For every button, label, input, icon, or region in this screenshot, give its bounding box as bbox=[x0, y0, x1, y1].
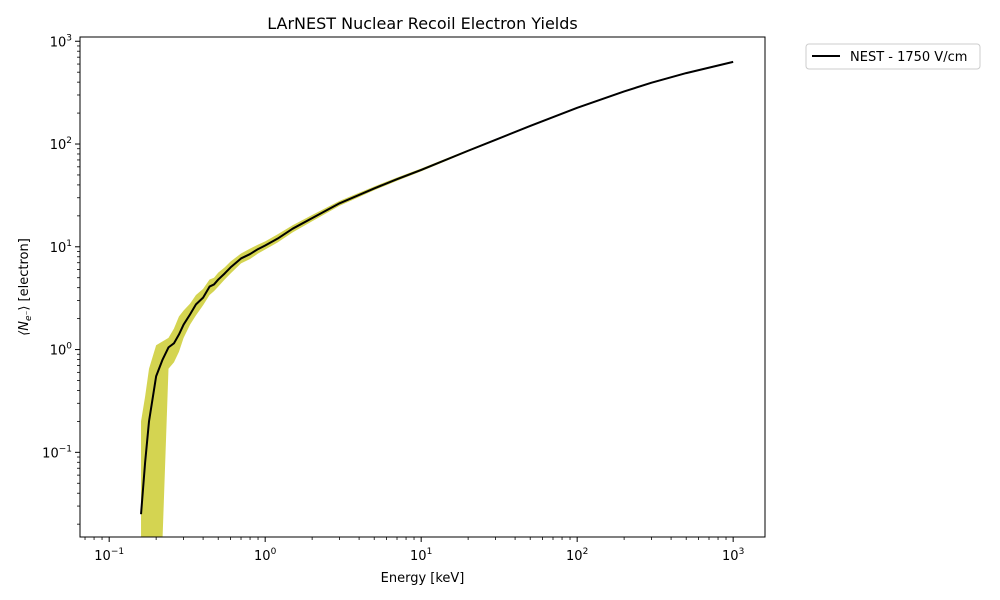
y-tick-label-base: 10 bbox=[42, 446, 59, 461]
x-axis-title: Energy [keV] bbox=[381, 571, 465, 586]
uncertainty-band bbox=[141, 61, 734, 538]
x-axis-ticks: 10−1 100 101 102 103 bbox=[84, 537, 744, 564]
x-tick-label-base: 10 bbox=[566, 549, 583, 564]
y-tick-label-base: 10 bbox=[50, 35, 67, 50]
y-tick-label-exponent: 1 bbox=[66, 239, 72, 249]
y-tick-label: 103 bbox=[50, 33, 72, 50]
x-tick-label: 102 bbox=[566, 547, 588, 564]
y-tick-label-base: 10 bbox=[50, 138, 67, 153]
y-tick-label: 10−1 bbox=[42, 444, 72, 461]
x-tick-label-exponent: 0 bbox=[271, 547, 277, 557]
y-tick-label-exponent: 0 bbox=[66, 342, 72, 352]
x-tick-label: 101 bbox=[410, 547, 432, 564]
series-layer bbox=[140, 60, 734, 515]
x-tick-label-exponent: 1 bbox=[427, 547, 433, 557]
series-line-0 bbox=[140, 60, 734, 515]
legend: NEST - 1750 V/cm bbox=[805, 43, 981, 70]
x-tick-label-base: 10 bbox=[94, 549, 111, 564]
chart-title: LArNEST Nuclear Recoil Electron Yields bbox=[267, 14, 578, 33]
y-tick-label-base: 10 bbox=[50, 241, 67, 256]
y-tick-label: 102 bbox=[50, 136, 72, 153]
y-tick-label-base: 10 bbox=[50, 344, 67, 359]
x-tick-label: 103 bbox=[722, 547, 744, 564]
x-tick-label-exponent: −1 bbox=[111, 547, 124, 557]
legend-box bbox=[805, 43, 981, 70]
x-tick-label-exponent: 3 bbox=[739, 547, 745, 557]
x-tick-label-base: 10 bbox=[410, 549, 427, 564]
x-tick-label-base: 10 bbox=[254, 549, 271, 564]
x-tick-label: 10−1 bbox=[94, 547, 124, 564]
y-tick-label: 101 bbox=[50, 239, 72, 256]
axes-frame bbox=[79, 36, 766, 538]
y-axis-title-subscript: e⁻ bbox=[24, 310, 34, 321]
x-tick-label-base: 10 bbox=[722, 549, 739, 564]
y-axis-title-rest: ⟩ [electron] bbox=[17, 238, 32, 310]
legend-label: NEST - 1750 V/cm bbox=[850, 50, 967, 65]
y-tick-label-exponent: 3 bbox=[66, 33, 72, 43]
y-tick-label-exponent: −1 bbox=[59, 444, 72, 454]
uncertainty-band-layer bbox=[141, 61, 734, 538]
y-tick-label: 100 bbox=[50, 342, 73, 359]
y-axis-title-main: ⟨N bbox=[17, 321, 32, 336]
x-tick-label-exponent: 2 bbox=[583, 547, 589, 557]
y-tick-label-exponent: 2 bbox=[66, 136, 72, 146]
x-tick-label: 100 bbox=[254, 547, 277, 564]
y-axis-title: ⟨Ne⁻⟩ [electron] bbox=[17, 238, 34, 336]
